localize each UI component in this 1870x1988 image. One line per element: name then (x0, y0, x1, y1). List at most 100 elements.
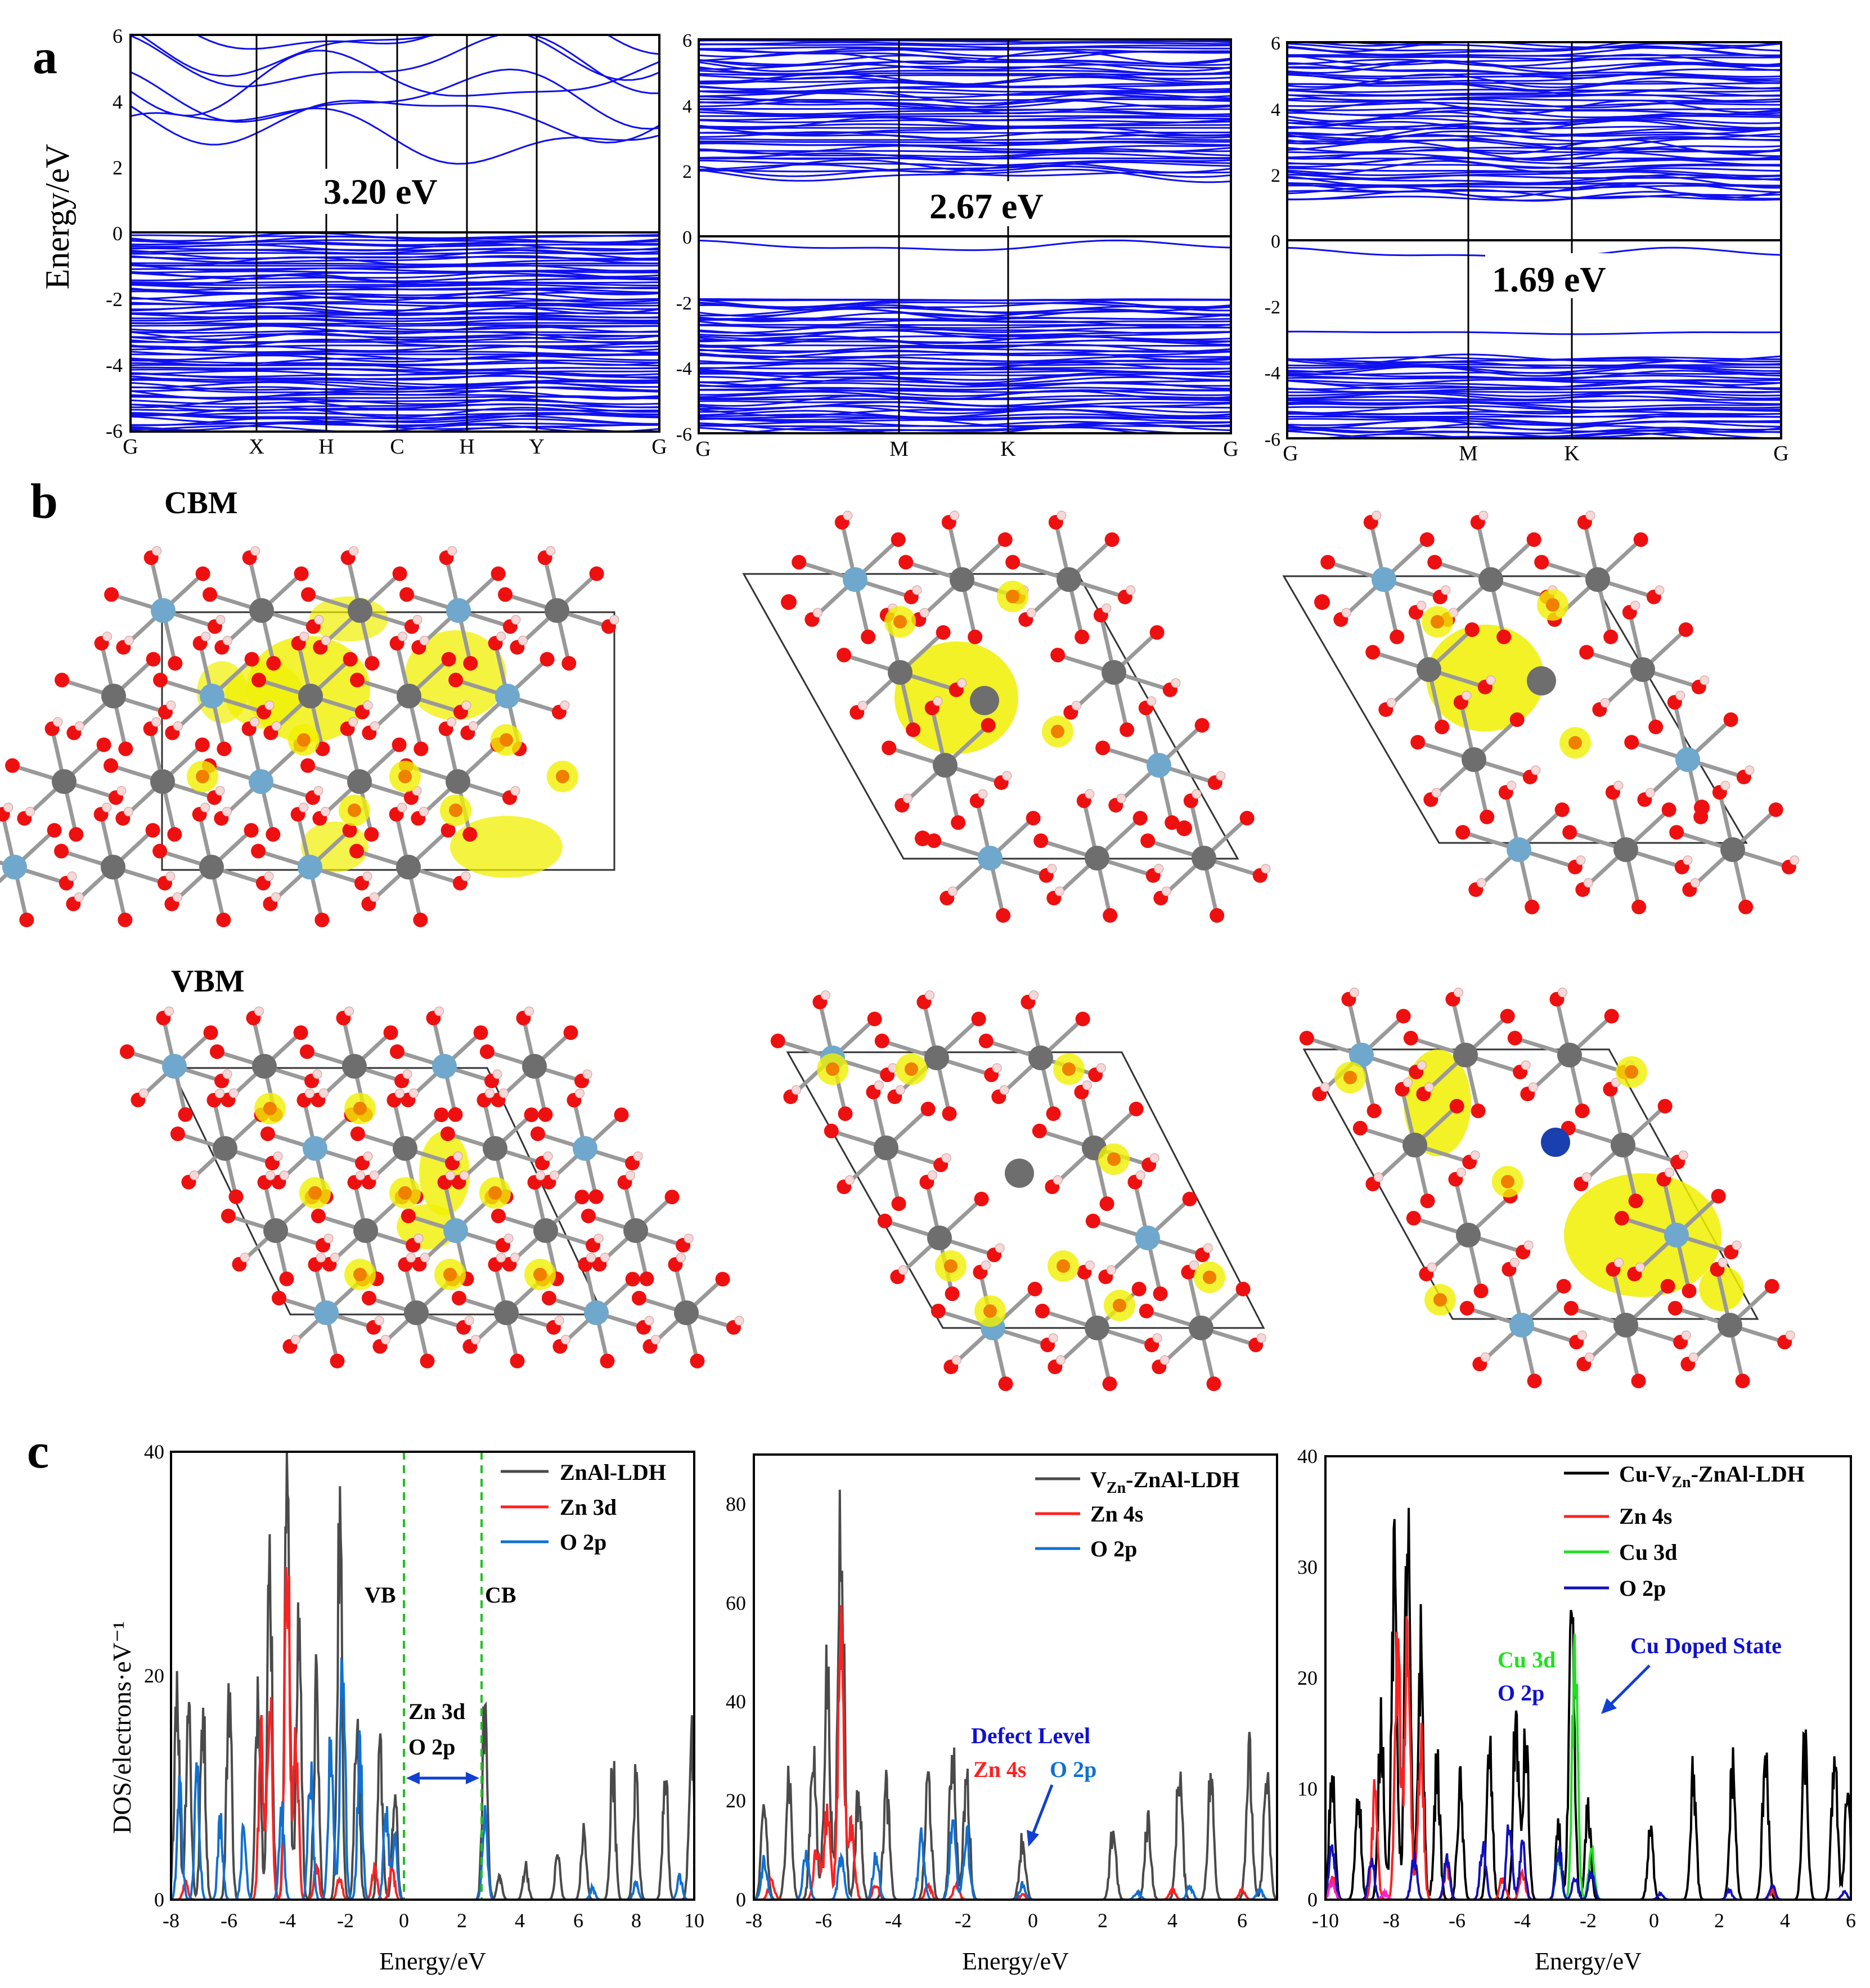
hydrogen-atom (684, 1233, 694, 1244)
zinc-atom (347, 769, 372, 794)
oxygen-atom (1631, 1374, 1646, 1389)
hydrogen-atom (1486, 675, 1496, 685)
hydrogen-atom (470, 1335, 480, 1345)
oxygen-atom (1365, 645, 1381, 660)
oxygen-atom (581, 1208, 596, 1223)
kpoint-labels-vacancy: G M K G (695, 437, 1238, 461)
oxygen-atom (488, 1186, 502, 1200)
oxygen-atom (1603, 629, 1619, 644)
hydrogen-atom (1785, 1330, 1795, 1340)
band-line (131, 284, 659, 289)
hydrogen-atom (1645, 788, 1655, 798)
oxygen-atom (311, 1208, 326, 1223)
oxygen-atom (1032, 1123, 1047, 1138)
hydrogen-atom (812, 608, 822, 618)
hydrogen-atom (1718, 1258, 1728, 1268)
kpoint-label: G (695, 437, 711, 461)
zinc-atom (404, 1300, 429, 1325)
zinc-atom (1613, 837, 1638, 862)
band-line (1287, 364, 1781, 367)
hydrogen-atom (1583, 878, 1593, 888)
xtick: -2 (337, 1909, 354, 1932)
oxygen-atom (1033, 833, 1049, 849)
hydrogen-atom (857, 701, 867, 711)
hydrogen-atom (1681, 1330, 1691, 1340)
oxygen-atom (1165, 815, 1180, 830)
hydrogen-atom (320, 806, 330, 816)
dos-ylabel: DOS/electrons·eV⁻¹ (107, 1621, 136, 1834)
oxygen-atom (383, 1025, 398, 1040)
oxygen-atom (314, 912, 330, 927)
oxygen-atom (1104, 532, 1120, 547)
oxygen-atom (1473, 1284, 1489, 1299)
band-line (1287, 330, 1781, 335)
aluminum-atom (432, 1054, 457, 1079)
hydrogen-atom (447, 546, 457, 556)
hydrogen-atom (874, 1080, 884, 1091)
band-line (131, 412, 659, 416)
hydrogen-atom (981, 1260, 991, 1271)
xtick: -2 (1580, 1909, 1597, 1932)
band-line (131, 267, 659, 273)
oxygen-atom (915, 831, 930, 846)
panel-letter-c: c (27, 1424, 49, 1479)
band-line (1287, 392, 1781, 401)
legend-label: Zn 3d (560, 1495, 617, 1520)
unit-cell-outline (1302, 1048, 1759, 1320)
hydrogen-atom (511, 614, 521, 625)
isosurface-lobe (1426, 625, 1544, 732)
hydrogen-atom (582, 1069, 592, 1079)
hydrogen-atom (504, 1233, 514, 1244)
band-line (1287, 173, 1781, 185)
band-line (699, 41, 1231, 46)
legend-pristine: ZnAl-LDH Zn 3d O 2p (501, 1460, 666, 1555)
legend-label: O 2p (1090, 1536, 1137, 1561)
frame (753, 1453, 1278, 1901)
kpoint-label: M (1459, 442, 1478, 465)
defect-o-label: O 2p (1050, 1757, 1096, 1782)
hydrogen-atom (406, 1253, 416, 1263)
oxygen-atom (1005, 555, 1021, 570)
hydrogen-atom (1630, 600, 1640, 611)
ytick: -2 (676, 293, 692, 314)
oxygen-atom (867, 1011, 882, 1026)
ytick: -2 (106, 288, 123, 311)
band-line (131, 107, 659, 165)
hydrogen-atom (172, 892, 182, 902)
oxygen-atom (1139, 1303, 1154, 1318)
band-line (138, 35, 659, 81)
oxygen-atom (1153, 1286, 1168, 1302)
band-line (699, 148, 1231, 158)
aluminum-atom (1147, 753, 1171, 778)
hydrogen-atom (1462, 690, 1472, 701)
oxygen-atom (996, 908, 1011, 923)
hydrogen-atom (919, 608, 929, 618)
band-line (699, 367, 1231, 370)
band-line (131, 68, 659, 130)
oxygen-atom (600, 1353, 615, 1368)
hydrogen-atom (1386, 698, 1396, 708)
hydrogen-atom (1531, 765, 1541, 775)
oxygen-atom (1661, 802, 1676, 817)
band-line (1287, 106, 1781, 122)
hydrogen-atom (314, 614, 324, 625)
band-line (131, 330, 659, 334)
frame-vacancy (698, 38, 1232, 434)
oxygen-atom (1669, 825, 1684, 840)
xtick: 8 (631, 1909, 641, 1932)
oxygen-atom (1575, 1103, 1590, 1119)
ytick: -6 (1265, 429, 1280, 450)
oxygen-atom (1431, 615, 1444, 629)
hydrogen-atom (394, 1088, 404, 1098)
kpoint-label: Y (529, 435, 544, 459)
band-line (699, 381, 1231, 391)
oxygen-atom (997, 532, 1013, 547)
hydrogen-atom (950, 510, 960, 520)
band-line (131, 243, 659, 248)
xlabel-vacancy: Energy/eV (962, 1947, 1069, 1975)
oxygen-atom (1625, 1065, 1638, 1079)
hydrogen-atom (1054, 886, 1064, 896)
band-line (699, 87, 1231, 94)
band-line (131, 50, 659, 116)
oxygen-atom (451, 1290, 466, 1305)
